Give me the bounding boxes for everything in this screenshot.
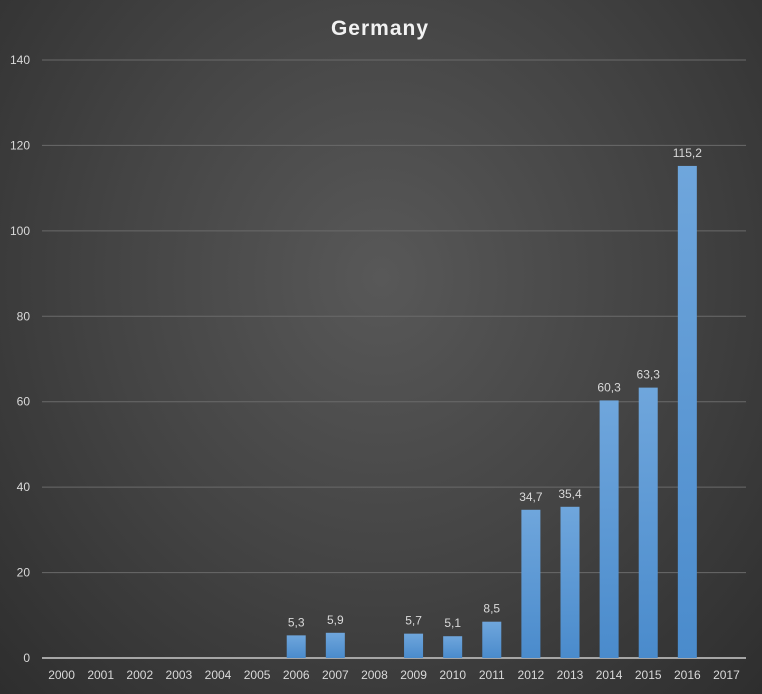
data-label-2011: 8,5 [483, 602, 500, 616]
y-tick-label: 60 [17, 395, 31, 409]
bar-2012 [521, 509, 541, 658]
x-tick-label: 2000 [48, 668, 75, 682]
y-tick-label: 40 [17, 480, 31, 494]
x-tick-label: 2011 [479, 668, 505, 682]
x-tick-label: 2014 [596, 668, 623, 682]
data-label-2009: 5,7 [405, 614, 422, 628]
y-tick-label: 140 [10, 53, 30, 67]
bar-2013 [560, 506, 580, 658]
x-tick-label: 2005 [244, 668, 271, 682]
x-tick-label: 2015 [635, 668, 662, 682]
y-tick-label: 80 [17, 309, 31, 323]
x-tick-label: 2002 [126, 668, 153, 682]
data-label-2010: 5,1 [444, 616, 461, 630]
data-label-2006: 5,3 [288, 615, 305, 629]
x-tick-label: 2010 [439, 668, 466, 682]
data-label-2007: 5,9 [327, 613, 344, 627]
x-tick-label: 2006 [283, 668, 310, 682]
chart-title: Germany [331, 17, 429, 40]
x-tick-label: 2001 [87, 668, 114, 682]
x-tick-label: 2003 [166, 668, 193, 682]
data-label-2014: 60,3 [597, 380, 621, 394]
y-tick-label: 100 [10, 224, 30, 238]
x-tick-label: 2012 [518, 668, 545, 682]
bar-2014 [599, 400, 619, 658]
x-tick-label: 2009 [400, 668, 427, 682]
x-tick-label: 2007 [322, 668, 349, 682]
bar-2009 [404, 633, 424, 658]
x-tick-label: 2004 [205, 668, 232, 682]
y-tick-label: 0 [23, 651, 30, 665]
data-label-2013: 35,4 [558, 487, 582, 501]
bar-2011 [482, 621, 502, 658]
bar-2006 [286, 635, 306, 658]
data-label-2012: 34,7 [519, 490, 543, 504]
bar-2010 [443, 636, 463, 658]
x-tick-label: 2017 [713, 668, 740, 682]
data-label-2016: 115,2 [673, 146, 702, 160]
y-tick-label: 120 [10, 138, 30, 152]
y-tick-label: 20 [17, 566, 31, 580]
bar-2007 [325, 632, 345, 658]
bar-2015 [638, 387, 658, 658]
bar-2016 [677, 165, 697, 658]
x-tick-label: 2008 [361, 668, 388, 682]
data-label-2015: 63,3 [637, 368, 661, 382]
x-tick-label: 2013 [557, 668, 584, 682]
x-tick-label: 2016 [674, 668, 701, 682]
